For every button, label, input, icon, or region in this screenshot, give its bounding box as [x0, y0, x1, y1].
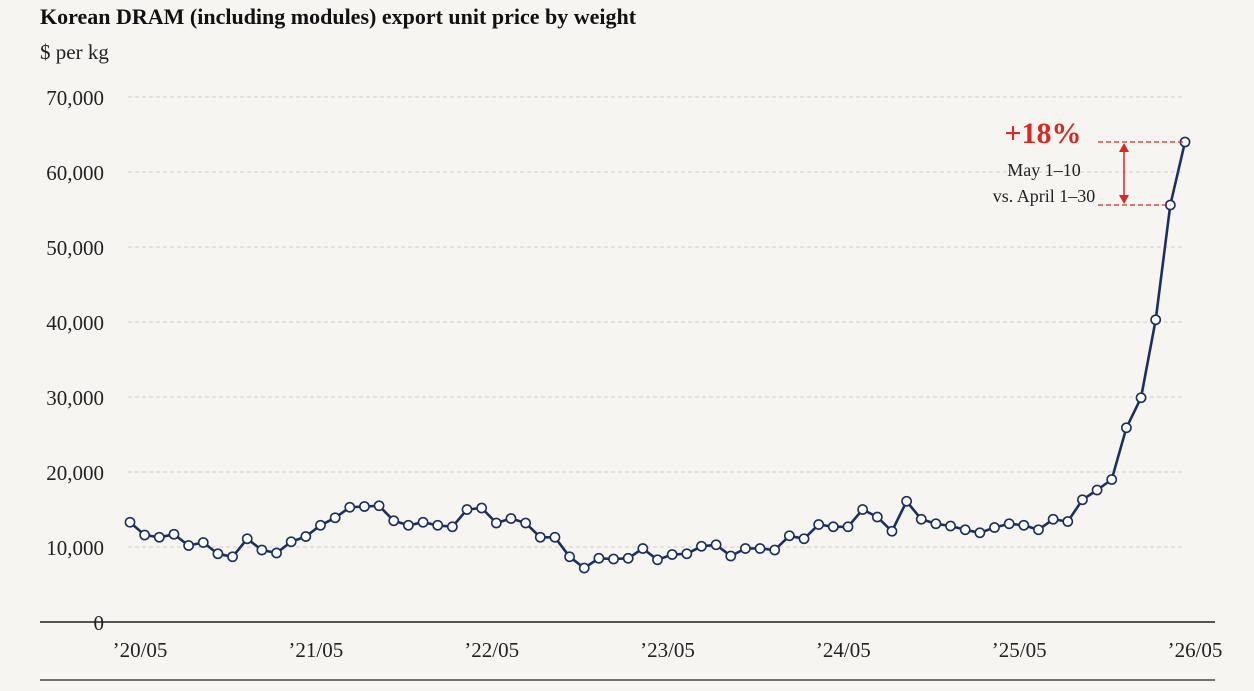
data-point: [1091, 484, 1103, 496]
data-point: [959, 524, 971, 536]
data-point: [417, 516, 429, 528]
data-point: [989, 522, 1000, 533]
data-point: [1120, 422, 1132, 434]
data-point: [813, 519, 825, 530]
x-tick-label: ’23/05: [640, 638, 695, 662]
data-point: [300, 531, 312, 542]
data-point: [534, 531, 546, 543]
data-point: [593, 552, 605, 564]
y-tick-label: 40,000: [46, 311, 104, 335]
data-point: [652, 554, 663, 566]
data-point: [461, 504, 473, 515]
data-point: [388, 515, 400, 527]
data-point: [901, 495, 912, 507]
x-tick-label: ’21/05: [288, 638, 343, 662]
data-point: [403, 519, 414, 531]
y-tick-label: 10,000: [46, 536, 104, 560]
data-point: [227, 551, 238, 563]
data-point: [886, 525, 898, 537]
data-point: [197, 537, 209, 548]
y-tick-label: 50,000: [46, 236, 104, 260]
y-tick-label: 30,000: [46, 386, 104, 410]
chart-title: Korean DRAM (including modules) export u…: [40, 4, 637, 29]
data-point: [1047, 513, 1059, 525]
annotation-arrow-head-up: [1119, 143, 1129, 152]
data-point: [564, 551, 575, 563]
data-point: [1018, 519, 1030, 531]
data-point: [608, 553, 619, 565]
x-axis-ticks: ’20/05 ’21/05 ’22/05 ’23/05 ’24/05 ’25/05 ’26/…: [113, 638, 1223, 662]
data-point: [725, 550, 737, 562]
data-point: [945, 520, 956, 532]
data-point: [241, 533, 253, 545]
y-tick-label: 0: [94, 611, 105, 635]
data-point: [1033, 524, 1044, 536]
data-point: [1062, 516, 1074, 527]
data-point: [915, 513, 927, 525]
series-line-group: [124, 136, 1191, 574]
x-tick-label: ’25/05: [992, 638, 1047, 662]
data-point: [212, 548, 224, 560]
data-point: [622, 552, 634, 564]
data-point: [271, 547, 282, 559]
x-tick-label: ’24/05: [816, 638, 871, 662]
data-point: [124, 516, 136, 528]
data-point: [769, 544, 781, 556]
data-point: [256, 544, 268, 556]
data-point: [520, 517, 532, 529]
data-point: [974, 527, 986, 539]
x-tick-label: ’22/05: [464, 638, 519, 662]
data-point: [549, 531, 561, 543]
data-point: [183, 540, 195, 551]
data-point: [1106, 474, 1118, 485]
data-point: [930, 518, 942, 530]
data-point: [827, 521, 839, 533]
data-point: [1150, 314, 1162, 326]
data-point: [1135, 392, 1147, 404]
data-point: [783, 530, 795, 542]
data-point: [168, 528, 180, 540]
percent-change-annotation: +18% May 1–10 vs. April 1–30: [993, 117, 1185, 206]
y-axis-ticks: 0 10,000 20,000 30,000 40,000 50,000 60,000 70,…: [46, 86, 104, 635]
y-tick-label: 20,000: [46, 461, 104, 485]
data-point: [754, 543, 766, 554]
annotation-percent-label: +18%: [1004, 117, 1081, 150]
data-point: [505, 513, 517, 524]
data-point: [1077, 494, 1088, 506]
data-point: [139, 529, 151, 541]
data-point: [798, 533, 810, 545]
data-point: [446, 521, 458, 533]
annotation-arrow-head-down: [1119, 195, 1129, 204]
data-point: [637, 543, 649, 554]
data-point: [329, 512, 341, 524]
y-tick-label: 60,000: [46, 161, 104, 185]
y-tick-label: 70,000: [46, 86, 104, 110]
data-point: [344, 501, 356, 513]
data-point: [871, 511, 883, 523]
data-point: [696, 540, 707, 552]
data-point: [153, 531, 165, 543]
data-point: [578, 562, 590, 574]
data-point: [490, 517, 502, 529]
data-point: [476, 502, 488, 514]
data-point: [740, 543, 751, 554]
x-tick-label: ’26/05: [1168, 638, 1223, 662]
chart-subtitle: $ per kg: [40, 40, 109, 64]
data-point: [432, 519, 444, 531]
data-point: [1003, 518, 1015, 530]
data-point: [842, 521, 854, 533]
data-point: [681, 548, 693, 560]
x-tick-label: ’20/05: [113, 638, 168, 662]
data-point: [666, 549, 678, 560]
data-point: [373, 500, 385, 512]
annotation-note-line2: vs. April 1–30: [993, 186, 1096, 206]
annotation-note-line1: May 1–10: [1007, 160, 1081, 180]
data-point: [710, 539, 722, 551]
gridlines: [40, 96, 1215, 681]
data-point: [359, 501, 370, 512]
data-point: [285, 536, 297, 548]
data-point: [315, 519, 326, 531]
data-point: [857, 504, 869, 515]
